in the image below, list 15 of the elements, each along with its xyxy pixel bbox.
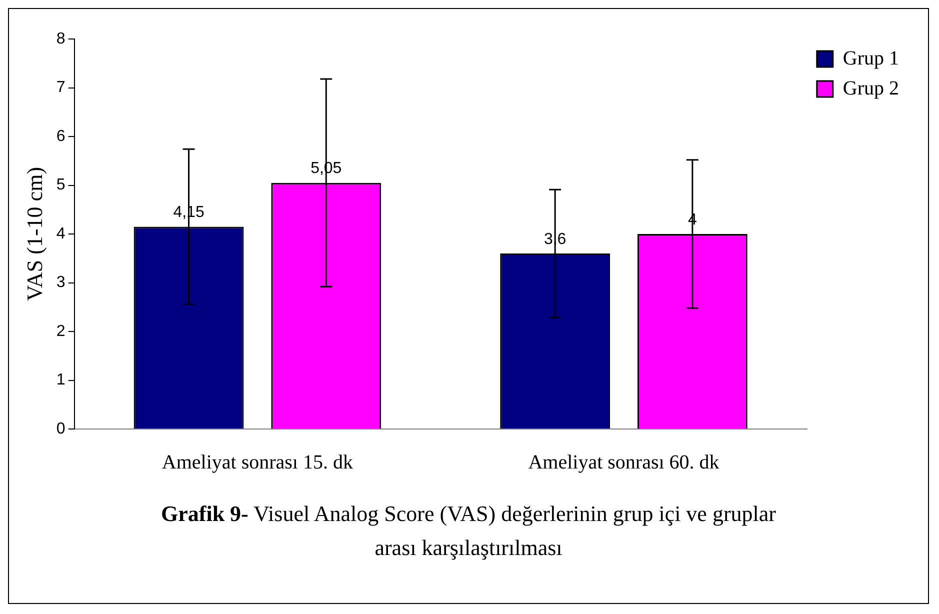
y-tick-label: 8 <box>56 30 66 48</box>
x-tick-label: Ameliyat sonrası 60. dk <box>528 451 720 474</box>
y-tick-label: 4 <box>56 225 66 242</box>
y-tick-label: 6 <box>56 128 66 145</box>
y-tick-label: 1 <box>56 372 66 389</box>
y-tick-label: 5 <box>56 176 66 194</box>
y-tick-label: 0 <box>56 420 66 438</box>
text: Grafik 9- Visuel Analog Score (VAS) değerlerinin grup içi ve gruplar arası karşılaştırılması <box>161 501 776 560</box>
x-tick-label: Ameliyat sonrası 15. dk <box>162 451 353 474</box>
y-axis-title: VAS (1-10 cm) <box>22 166 47 302</box>
y-tick-label: 2 <box>56 322 66 340</box>
legend-label: Grup 1 <box>842 47 900 70</box>
legend-label: Grup 2 <box>842 77 900 100</box>
y-tick-label: 3 <box>56 274 66 292</box>
y-tick-label: 7 <box>56 79 66 96</box>
